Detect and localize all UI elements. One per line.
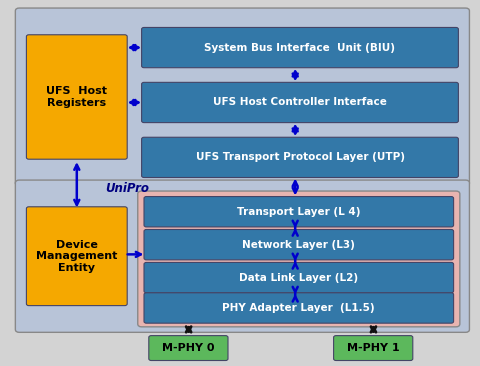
Text: UFS Host Controller Interface: UFS Host Controller Interface (213, 97, 387, 108)
FancyBboxPatch shape (149, 336, 228, 361)
Text: Data Link Layer (L2): Data Link Layer (L2) (239, 273, 359, 283)
Text: Transport Layer (L 4): Transport Layer (L 4) (237, 207, 360, 217)
FancyBboxPatch shape (144, 229, 454, 260)
FancyBboxPatch shape (15, 180, 469, 332)
FancyBboxPatch shape (138, 191, 460, 327)
FancyBboxPatch shape (26, 207, 127, 306)
FancyBboxPatch shape (142, 82, 458, 123)
Text: M-PHY 1: M-PHY 1 (347, 343, 399, 353)
FancyBboxPatch shape (142, 137, 458, 178)
FancyBboxPatch shape (144, 262, 454, 293)
FancyBboxPatch shape (142, 27, 458, 68)
Text: Network Layer (L3): Network Layer (L3) (242, 240, 355, 250)
Text: PHY Adapter Layer  (L1.5): PHY Adapter Layer (L1.5) (223, 303, 375, 313)
FancyBboxPatch shape (15, 8, 469, 186)
Text: System Bus Interface  Unit (BIU): System Bus Interface Unit (BIU) (204, 42, 396, 53)
Text: Device
Management
Entity: Device Management Entity (36, 240, 118, 273)
FancyBboxPatch shape (26, 35, 127, 159)
Text: UniPro: UniPro (106, 182, 150, 195)
FancyBboxPatch shape (144, 197, 454, 227)
Text: UFS Transport Protocol Layer (UTP): UFS Transport Protocol Layer (UTP) (195, 152, 405, 163)
FancyBboxPatch shape (334, 336, 413, 361)
Text: M-PHY 0: M-PHY 0 (162, 343, 215, 353)
FancyBboxPatch shape (144, 293, 454, 323)
Text: UFS  Host
Registers: UFS Host Registers (46, 86, 108, 108)
